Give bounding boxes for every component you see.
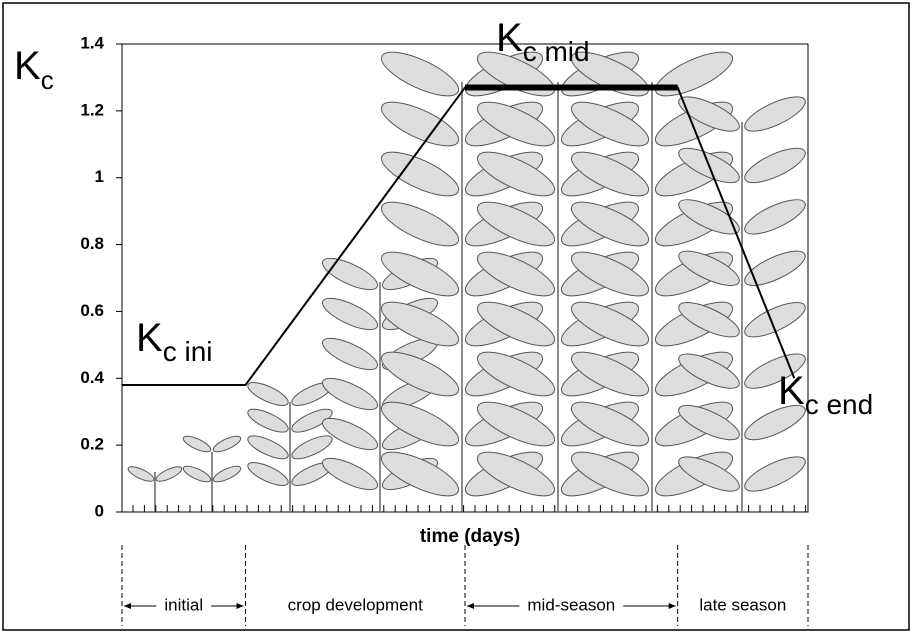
leaf [127,466,155,482]
y-tick-label: 0.4 [80,368,104,387]
leaf [476,251,556,297]
leaf [744,96,806,132]
leaf [321,337,379,371]
leaf [247,462,289,486]
leaf [380,201,460,247]
leaf [380,101,460,147]
leaf [678,353,740,389]
leaf [380,451,460,497]
leaf [291,435,333,460]
leaf [380,351,460,397]
annotation: Kc mid [496,16,590,68]
leaf [570,401,650,447]
y-label: Kc [14,44,54,95]
leaf [247,382,289,406]
leaf [744,302,806,338]
leaf [570,151,650,197]
leaf [247,408,289,433]
leaf [570,301,650,347]
leaf [476,301,556,347]
leaf [380,301,460,347]
leaf [678,96,740,132]
annotation: Kc ini [136,316,212,368]
leaf [744,404,806,441]
leaf [182,465,212,483]
leaf [321,457,379,491]
leaf [380,151,460,197]
leaf [570,201,650,247]
y-tick-label: 1.4 [80,33,104,52]
leaf [182,435,212,453]
leaf [678,404,740,441]
leaf [380,251,460,297]
leaf [247,435,289,460]
y-tick-label: 0.2 [80,435,104,454]
stage-label: late season [699,595,786,614]
leaf [476,151,556,197]
leaf [212,465,242,483]
leaf [744,456,806,492]
annotation: Kc end [778,369,873,421]
leaf [570,451,650,497]
leaf [380,51,460,97]
y-tick-label: 1 [95,167,104,186]
leaf [321,297,379,331]
leaf [476,351,556,397]
leaf [570,101,650,147]
plants [127,51,806,512]
leaf [678,199,740,235]
y-tick-label: 0.8 [80,234,104,253]
leaf [678,456,740,492]
leaf [155,466,183,482]
leaf [678,250,740,286]
leaf [321,377,379,411]
leaf [476,101,556,147]
leaf [212,435,242,453]
leaf [744,250,806,286]
leaf [476,451,556,497]
leaf [744,199,806,235]
stage-label: mid-season [527,595,615,614]
leaf [380,401,460,447]
leaf [744,147,806,184]
leaf [678,302,740,338]
stage-label: crop development [288,595,423,614]
y-tick-label: 0 [95,501,104,520]
y-tick-label: 0.6 [80,301,104,320]
plot-frame [121,43,809,513]
leaf [291,408,333,433]
leaf [744,353,806,389]
leaf [321,257,379,291]
leaf [321,417,379,451]
leaf [570,351,650,397]
x-label: time (days) [420,526,520,547]
leaf [476,401,556,447]
stage-label: initial [164,595,203,614]
leaf [476,201,556,247]
y-tick-label: 1.2 [80,100,104,119]
leaf [570,251,650,297]
